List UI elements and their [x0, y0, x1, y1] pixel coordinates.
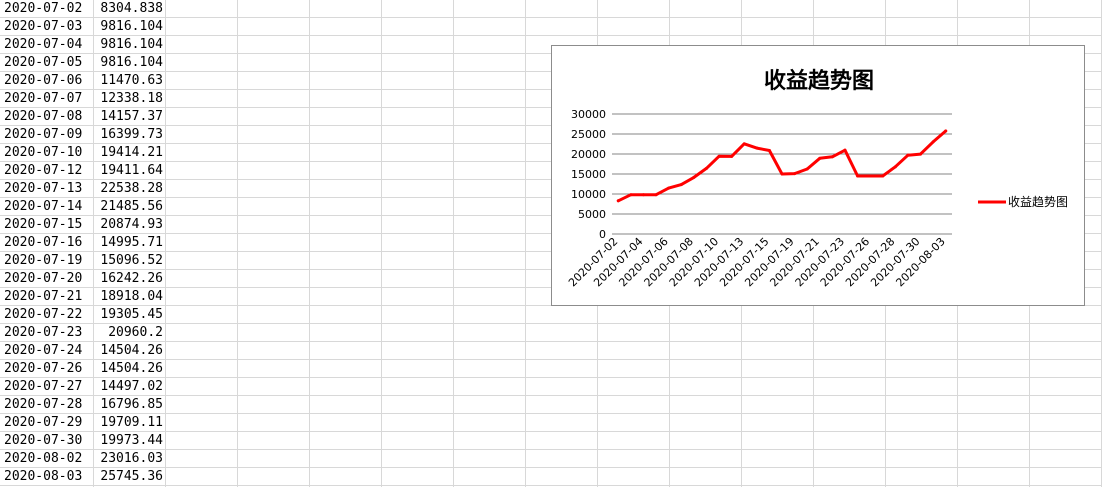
- line-chart[interactable]: 收益趋势图 0 5000 10000 15000 20000 25000 30000 202…: [551, 45, 1085, 306]
- date-cell[interactable]: 2020-07-29: [4, 415, 83, 430]
- value-cell[interactable]: 22538.28: [100, 181, 163, 196]
- date-cell[interactable]: 2020-08-03: [4, 469, 83, 484]
- value-cell[interactable]: 18918.04: [100, 289, 163, 304]
- series-line: [616, 129, 948, 203]
- date-cell[interactable]: 2020-07-08: [4, 109, 83, 124]
- data-point: [893, 165, 897, 169]
- value-cell[interactable]: 19709.11: [100, 415, 163, 430]
- value-cell[interactable]: 16242.26: [100, 271, 163, 286]
- date-cell[interactable]: 2020-07-10: [4, 145, 83, 160]
- y-tick-label: 10000: [571, 188, 606, 201]
- value-cell[interactable]: 20960.2: [108, 325, 163, 340]
- date-cell[interactable]: 2020-07-23: [4, 325, 83, 340]
- legend-label: 收益趋势图: [1008, 195, 1068, 209]
- value-cell[interactable]: 9816.104: [100, 19, 163, 34]
- y-tick-label: 5000: [578, 208, 606, 221]
- data-point: [654, 193, 658, 197]
- date-cell[interactable]: 2020-07-13: [4, 181, 83, 196]
- data-point: [805, 167, 809, 171]
- data-point: [667, 186, 671, 190]
- value-cell[interactable]: 19411.64: [100, 163, 163, 178]
- data-point: [755, 146, 759, 150]
- data-point: [830, 155, 834, 159]
- data-point: [919, 152, 923, 156]
- value-cell[interactable]: 14504.26: [100, 343, 163, 358]
- value-cell[interactable]: 16399.73: [100, 127, 163, 142]
- data-point: [944, 129, 948, 133]
- x-axis-ticks: 2020-07-022020-07-042020-07-062020-07-08…: [566, 235, 948, 289]
- date-cell[interactable]: 2020-07-15: [4, 217, 83, 232]
- data-point: [641, 193, 645, 197]
- data-point: [679, 183, 683, 187]
- value-cell[interactable]: 14157.37: [100, 109, 163, 124]
- data-point: [629, 193, 633, 197]
- value-cell[interactable]: 11470.63: [100, 73, 163, 88]
- date-cell[interactable]: 2020-07-22: [4, 307, 83, 322]
- y-tick-label: 0: [599, 228, 606, 241]
- date-cell[interactable]: 2020-07-24: [4, 343, 83, 358]
- value-cell[interactable]: 12338.18: [100, 91, 163, 106]
- data-point: [843, 148, 847, 152]
- data-point: [730, 154, 734, 158]
- y-tick-label: 15000: [571, 168, 606, 181]
- y-tick-label: 25000: [571, 128, 606, 141]
- chart-legend[interactable]: 收益趋势图: [978, 195, 1068, 209]
- date-cell[interactable]: 2020-07-03: [4, 19, 83, 34]
- date-cell[interactable]: 2020-07-02: [4, 1, 83, 16]
- value-cell[interactable]: 25745.36: [100, 469, 163, 484]
- data-point: [868, 174, 872, 178]
- date-cell[interactable]: 2020-07-26: [4, 361, 83, 376]
- date-cell[interactable]: 2020-07-05: [4, 55, 83, 70]
- date-cell[interactable]: 2020-07-20: [4, 271, 83, 286]
- chart-series: [616, 129, 948, 203]
- data-point: [704, 166, 708, 170]
- date-cell[interactable]: 2020-07-19: [4, 253, 83, 268]
- value-cell[interactable]: 20874.93: [100, 217, 163, 232]
- value-cell[interactable]: 16796.85: [100, 397, 163, 412]
- data-point: [793, 172, 797, 176]
- chart-canvas: 收益趋势图 0 5000 10000 15000 20000 25000 30000 202…: [566, 68, 1068, 289]
- date-cell[interactable]: 2020-07-14: [4, 199, 83, 214]
- value-cell[interactable]: 14995.71: [100, 235, 163, 250]
- date-cell[interactable]: 2020-07-30: [4, 433, 83, 448]
- data-point: [780, 172, 784, 176]
- date-cell[interactable]: 2020-07-09: [4, 127, 83, 142]
- data-point: [692, 175, 696, 179]
- date-cell[interactable]: 2020-07-28: [4, 397, 83, 412]
- value-cell[interactable]: 8304.838: [100, 1, 163, 16]
- value-cell[interactable]: 19414.21: [100, 145, 163, 160]
- chart-gridlines: [612, 113, 952, 235]
- date-cell[interactable]: 2020-07-06: [4, 73, 83, 88]
- data-point: [931, 140, 935, 144]
- value-cell[interactable]: 23016.03: [100, 451, 163, 466]
- value-cell[interactable]: 14497.02: [100, 379, 163, 394]
- value-cell[interactable]: 15096.52: [100, 253, 163, 268]
- value-cell[interactable]: 21485.56: [100, 199, 163, 214]
- data-point: [767, 149, 771, 153]
- data-point: [742, 142, 746, 146]
- date-cell[interactable]: 2020-07-21: [4, 289, 83, 304]
- data-point: [818, 156, 822, 160]
- data-point: [616, 199, 620, 203]
- data-point: [906, 153, 910, 157]
- data-point: [881, 174, 885, 178]
- date-cell[interactable]: 2020-07-04: [4, 37, 83, 52]
- data-point: [856, 174, 860, 178]
- date-cell[interactable]: 2020-07-07: [4, 91, 83, 106]
- date-cell[interactable]: 2020-08-02: [4, 451, 83, 466]
- value-cell[interactable]: 19305.45: [100, 307, 163, 322]
- date-cell[interactable]: 2020-07-12: [4, 163, 83, 178]
- chart-title: 收益趋势图: [764, 68, 874, 94]
- y-axis-ticks: 0 5000 10000 15000 20000 25000 30000: [571, 108, 606, 241]
- value-cell[interactable]: 9816.104: [100, 37, 163, 52]
- value-cell[interactable]: 14504.26: [100, 361, 163, 376]
- date-cell[interactable]: 2020-07-16: [4, 235, 83, 250]
- y-tick-label: 20000: [571, 148, 606, 161]
- date-cell[interactable]: 2020-07-27: [4, 379, 83, 394]
- y-tick-label: 30000: [571, 108, 606, 121]
- data-point: [717, 154, 721, 158]
- value-cell[interactable]: 9816.104: [100, 55, 163, 70]
- value-cell[interactable]: 19973.44: [100, 433, 163, 448]
